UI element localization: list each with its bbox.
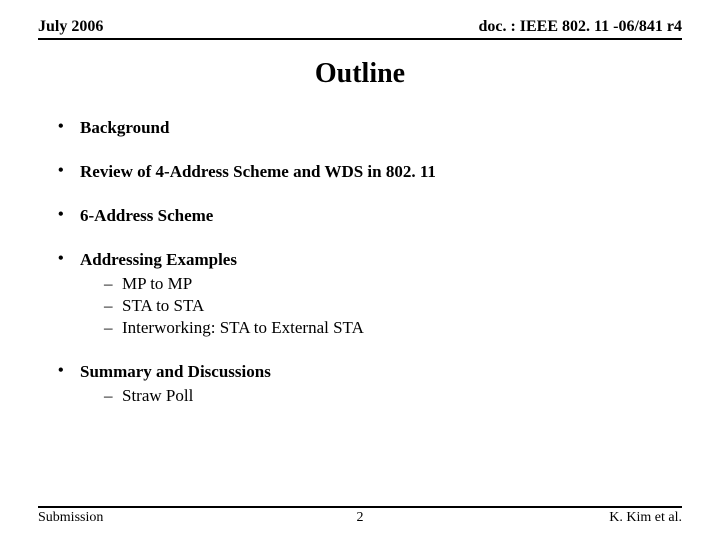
- bullet-text: Summary and Discussions: [80, 362, 271, 381]
- sub-bullet-list: Straw Poll: [80, 386, 682, 406]
- bullet-item: 6-Address Scheme: [56, 206, 682, 226]
- header-date: July 2006: [38, 18, 103, 36]
- bullet-item: Summary and Discussions Straw Poll: [56, 362, 682, 406]
- sub-bullet-item: STA to STA: [104, 296, 682, 316]
- sub-bullet-item: MP to MP: [104, 274, 682, 294]
- bullet-text: 6-Address Scheme: [80, 206, 213, 225]
- bullet-text: Background: [80, 118, 169, 137]
- slide-footer: Submission 2 K. Kim et al.: [38, 506, 682, 526]
- bullet-item: Review of 4-Address Scheme and WDS in 80…: [56, 162, 682, 182]
- footer-left: Submission: [38, 510, 103, 526]
- footer-author: K. Kim et al.: [609, 510, 682, 526]
- sub-bullet-item: Interworking: STA to External STA: [104, 318, 682, 338]
- bullet-item: Background: [56, 118, 682, 138]
- sub-bullet-item: Straw Poll: [104, 386, 682, 406]
- bullet-text: Review of 4-Address Scheme and WDS in 80…: [80, 162, 436, 181]
- bullet-text: Addressing Examples: [80, 250, 237, 269]
- bullet-list: Background Review of 4-Address Scheme and…: [56, 118, 682, 406]
- slide-content: Background Review of 4-Address Scheme and…: [38, 118, 682, 506]
- slide-title: Outline: [38, 58, 682, 90]
- header-docref: doc. : IEEE 802. 11 -06/841 r4: [478, 18, 682, 36]
- footer-page-number: 2: [357, 510, 364, 526]
- bullet-item: Addressing Examples MP to MPSTA to STAInt…: [56, 250, 682, 338]
- slide-header: July 2006 doc. : IEEE 802. 11 -06/841 r4: [38, 18, 682, 40]
- sub-bullet-list: MP to MPSTA to STAInterworking: STA to E…: [80, 274, 682, 338]
